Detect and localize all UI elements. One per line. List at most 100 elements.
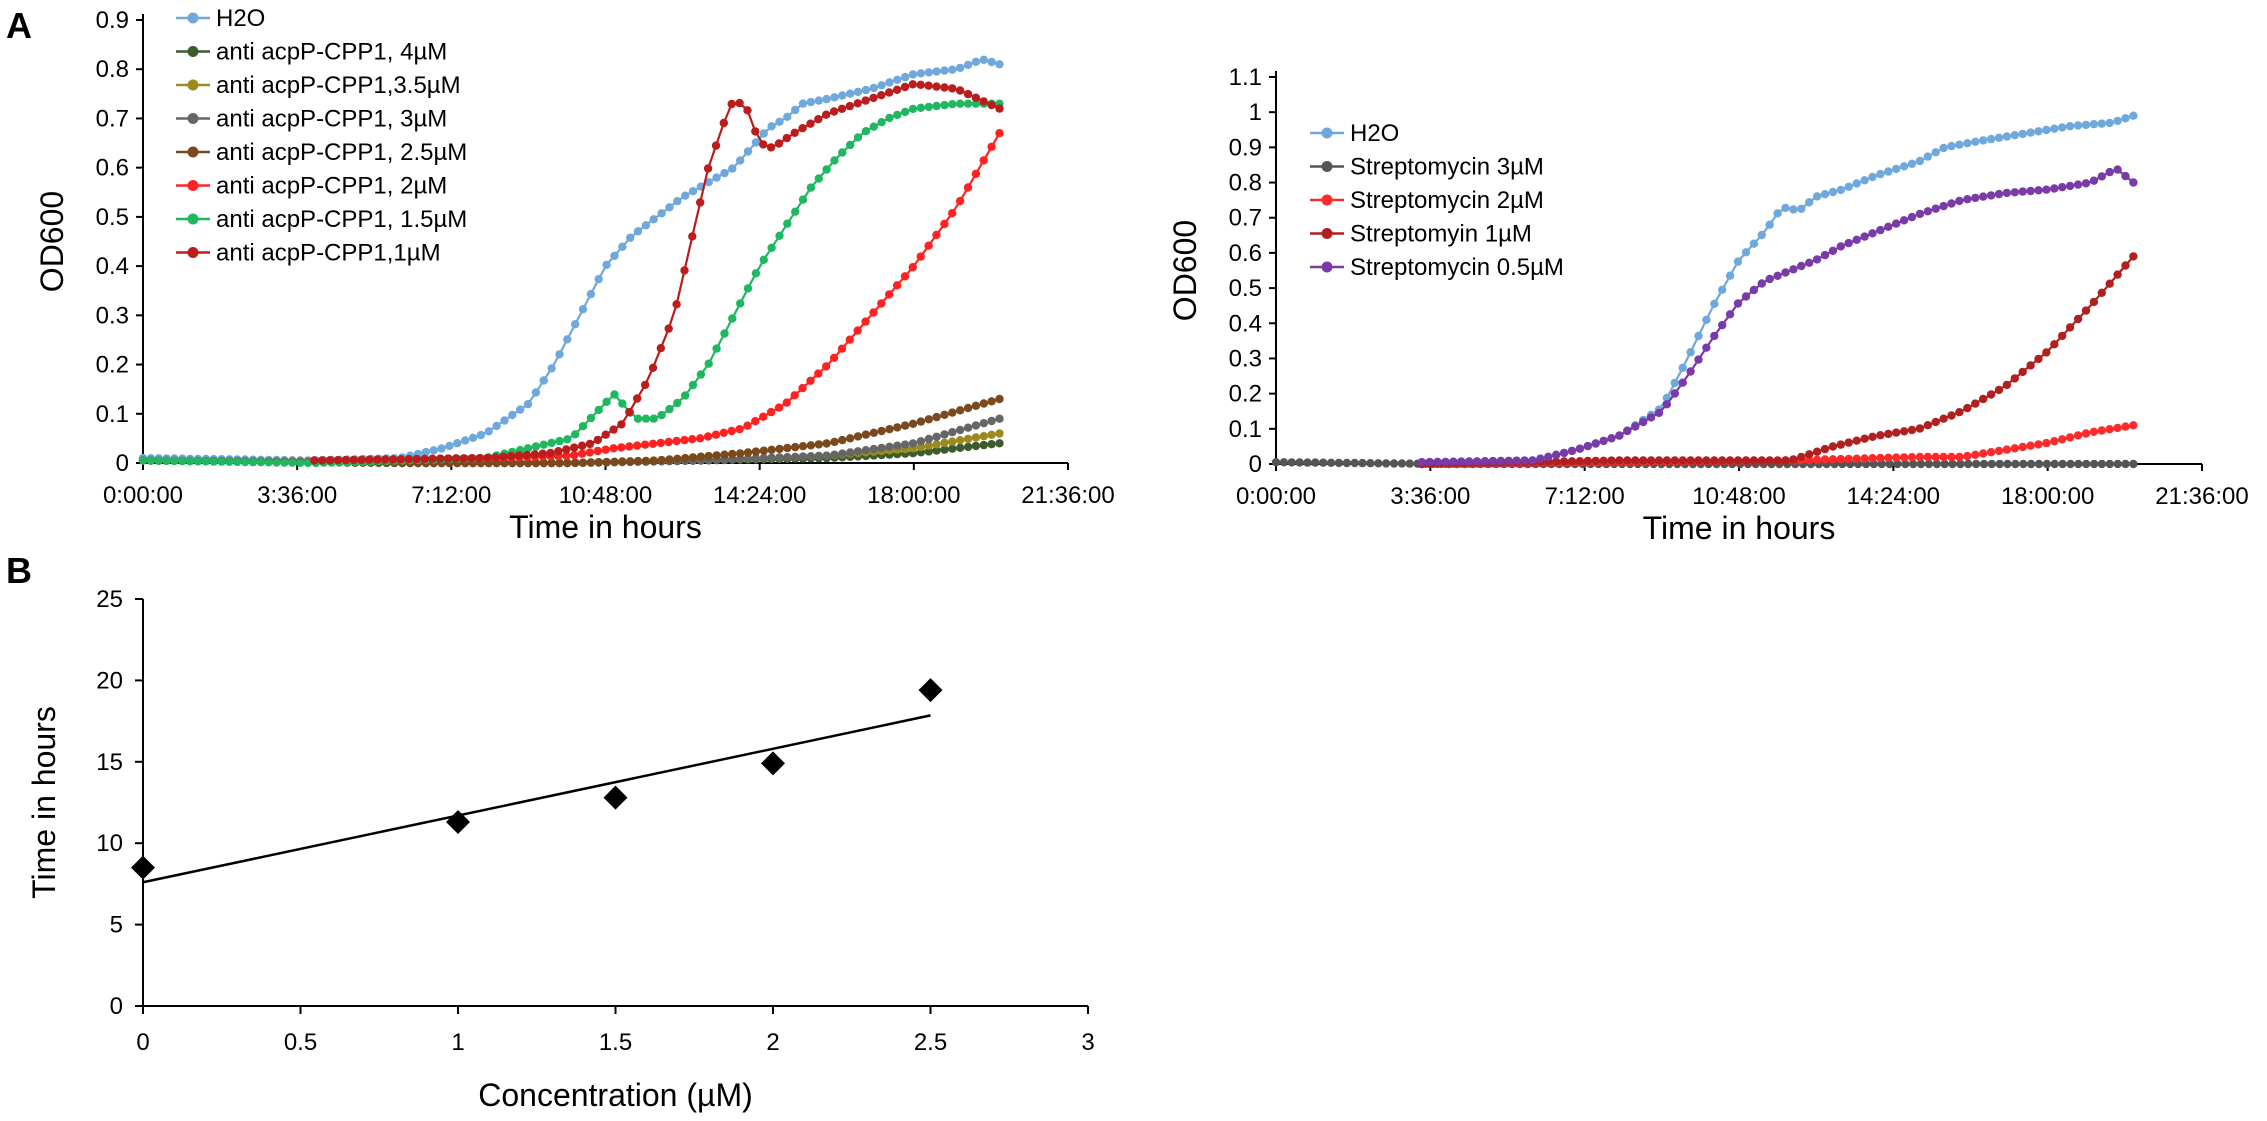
data-point — [451, 454, 461, 463]
data-point — [1342, 458, 1352, 468]
data-point — [681, 453, 690, 463]
data-point — [766, 407, 776, 417]
data-point — [577, 441, 587, 450]
data-point — [1773, 456, 1782, 465]
data-point — [814, 440, 823, 449]
data-point — [1733, 299, 1743, 308]
y-tick-label: 0.1 — [1229, 416, 1262, 443]
data-point-diamond — [446, 810, 470, 835]
data-point — [1844, 454, 1853, 464]
data-point — [830, 437, 839, 447]
data-point — [162, 456, 171, 466]
data-point — [774, 139, 784, 148]
data-point — [681, 391, 690, 400]
data-point — [948, 100, 957, 109]
data-point — [916, 69, 926, 78]
data-point — [743, 421, 752, 430]
data-point — [1971, 137, 1980, 146]
data-point — [924, 415, 933, 424]
data-point — [1820, 250, 1830, 260]
y-tick-label: 0.8 — [1229, 170, 1262, 197]
data-point — [1781, 268, 1790, 277]
data-point — [2073, 314, 2083, 324]
x-tick-label: 10:48:00 — [1692, 483, 1785, 510]
data-point — [641, 221, 651, 230]
data-point — [1828, 442, 1838, 451]
data-point — [1678, 363, 1687, 372]
data-point — [2065, 181, 2075, 191]
data-point — [1923, 452, 1933, 462]
data-point — [1702, 315, 1711, 324]
data-point — [586, 413, 596, 423]
data-point — [932, 446, 941, 455]
data-point — [783, 219, 792, 228]
data-point — [995, 394, 1004, 404]
data-point — [586, 289, 596, 299]
data-point — [1893, 459, 1902, 469]
data-point — [2066, 459, 2075, 469]
data-point — [2129, 252, 2138, 261]
data-point — [1892, 164, 1901, 174]
data-point — [531, 388, 541, 397]
data-point — [1915, 452, 1925, 462]
data-point — [468, 433, 478, 442]
data-point — [948, 84, 957, 93]
data-point — [869, 428, 878, 437]
data-point — [1986, 448, 1996, 457]
data-point — [483, 453, 492, 463]
data-point — [514, 451, 524, 460]
data-point — [979, 432, 988, 441]
data-point — [736, 449, 745, 458]
data-point — [798, 452, 808, 461]
data-point — [1504, 456, 1513, 466]
data-point — [759, 412, 768, 421]
data-point — [170, 456, 179, 466]
data-point — [2026, 186, 2035, 196]
data-point — [846, 434, 855, 443]
data-point — [1994, 133, 2004, 142]
data-point — [531, 442, 541, 451]
data-point — [829, 353, 839, 362]
data-point — [979, 156, 988, 165]
data-point — [1947, 199, 1956, 208]
data-point — [1923, 207, 1933, 216]
data-point — [2058, 331, 2067, 341]
data-point — [256, 458, 266, 467]
data-point — [146, 456, 156, 465]
data-point — [1844, 238, 1853, 248]
data-point — [1812, 192, 1822, 201]
data-point — [1884, 222, 1893, 231]
data-point — [892, 281, 902, 290]
data-point — [1662, 456, 1672, 465]
x-tick-label: 7:12:00 — [1545, 483, 1625, 510]
data-point — [971, 421, 981, 430]
data-point — [822, 165, 831, 174]
data-point — [704, 178, 713, 187]
y-tick-label: 0.4 — [1229, 310, 1262, 337]
data-point — [420, 454, 429, 464]
data-point — [1828, 187, 1838, 197]
data-point — [932, 230, 941, 240]
data-point — [240, 457, 250, 467]
y-tick-label: 0 — [1249, 451, 1262, 478]
data-point — [500, 416, 509, 425]
data-point — [956, 436, 965, 445]
data-point — [1789, 205, 1798, 214]
data-point — [719, 118, 728, 128]
data-point — [806, 452, 816, 461]
data-point — [688, 232, 697, 241]
data-point — [806, 376, 815, 385]
data-point — [1686, 456, 1695, 465]
data-point — [1947, 452, 1956, 462]
data-point — [956, 406, 965, 415]
data-point — [601, 430, 610, 439]
data-point — [908, 439, 918, 448]
data-point — [2121, 171, 2130, 181]
data-point — [341, 455, 350, 465]
data-point — [1725, 310, 1735, 319]
data-point — [1876, 431, 1885, 440]
data-point — [1552, 450, 1561, 459]
data-point — [837, 104, 847, 114]
data-point — [971, 401, 981, 410]
